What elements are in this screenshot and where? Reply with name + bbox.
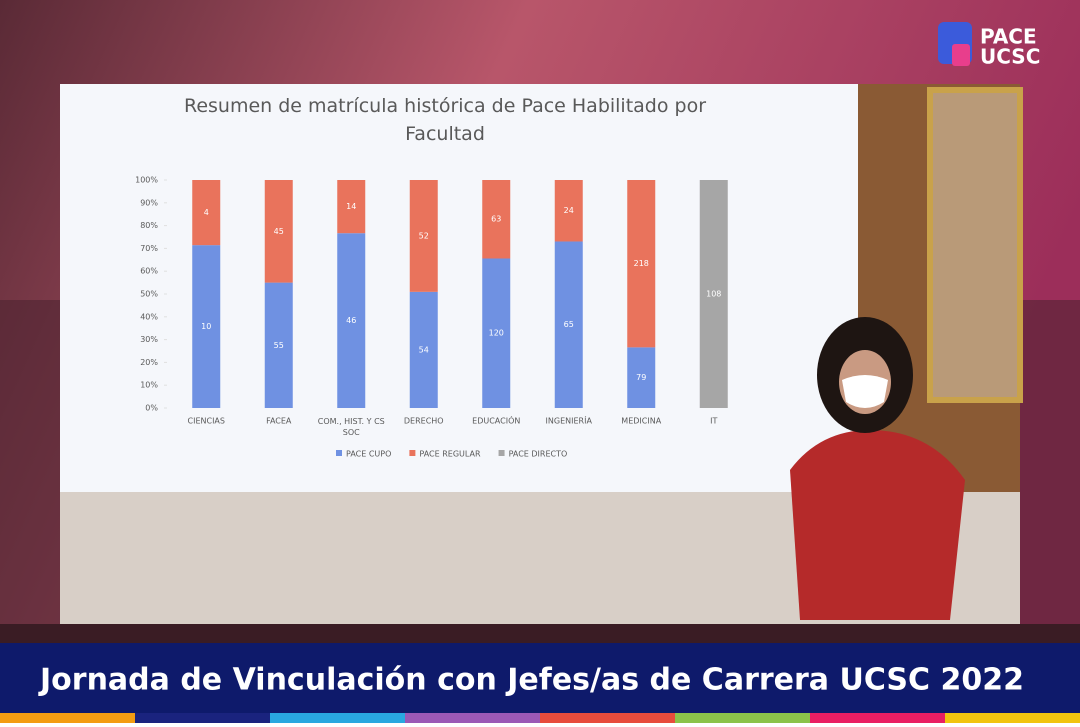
bar-segment — [627, 347, 656, 408]
y-tick-label: 100% — [135, 176, 158, 185]
stripe — [810, 713, 945, 723]
stripe — [0, 713, 135, 723]
stripe — [405, 713, 540, 723]
color-stripe — [0, 713, 1080, 723]
data-label: 54 — [419, 345, 429, 354]
y-tick-label: 40% — [140, 312, 158, 321]
stripe — [945, 713, 1080, 723]
x-tick-label: FACEA — [266, 417, 292, 426]
banner-text: Jornada de Vinculación con Jefes/as de C… — [38, 663, 1024, 698]
chart: Resumen de matrícula histórica de Pace H… — [135, 95, 728, 459]
bar-segment — [337, 233, 366, 408]
face-mask — [842, 375, 888, 408]
data-label: 65 — [564, 320, 574, 329]
legend-swatch — [336, 450, 342, 456]
y-tick-label: 50% — [140, 290, 158, 299]
bar-segment — [192, 180, 221, 246]
y-tick-label: 90% — [140, 198, 158, 207]
data-label: 79 — [636, 373, 646, 382]
bar-segment — [554, 241, 583, 408]
data-label: 14 — [346, 202, 356, 211]
stripe — [135, 713, 270, 723]
stripe — [675, 713, 810, 723]
data-label: 108 — [706, 290, 721, 299]
y-tick-label: 20% — [140, 358, 158, 367]
y-tick-label: 70% — [140, 244, 158, 253]
table — [0, 624, 1080, 644]
logo: PACE UCSC — [938, 22, 1040, 69]
y-tick-label: 0% — [145, 404, 158, 413]
data-label: 55 — [274, 341, 284, 350]
banner — [0, 643, 1080, 713]
bar-segment — [264, 282, 293, 408]
x-tick-label: COM., HIST. Y CS SOC — [318, 417, 385, 437]
presenter — [790, 430, 965, 620]
logo-icon — [952, 44, 970, 66]
y-tick-label: 10% — [140, 381, 158, 390]
bar-segment — [264, 180, 293, 283]
bar-segment — [482, 258, 511, 408]
data-label: 52 — [419, 231, 429, 240]
bar-segment — [554, 180, 583, 242]
bar-segment — [627, 180, 656, 348]
y-tick-label: 30% — [140, 335, 158, 344]
y-tick-label: 60% — [140, 267, 158, 276]
data-label: 45 — [274, 227, 284, 236]
title-box: Resumen de matrícula histórica de Pace H… — [183, 95, 707, 145]
logo-text: UCSC — [980, 45, 1040, 69]
data-label: 24 — [564, 206, 574, 215]
x-tick-label: DERECHO — [404, 417, 444, 426]
stripe — [540, 713, 675, 723]
legend-swatch — [409, 450, 416, 456]
legend-label: PACE REGULAR — [419, 450, 481, 459]
data-label: 4 — [204, 208, 209, 217]
bar-segment — [192, 245, 221, 408]
y-tick-label: 80% — [140, 221, 158, 230]
logo-text: PACE — [980, 25, 1037, 49]
x-tick-label: MEDICINA — [621, 417, 661, 426]
x-tick-label: EDUCACIÓN — [472, 415, 520, 426]
bar-segment — [337, 180, 366, 234]
data-label: 218 — [634, 259, 649, 268]
chart-title: Resumen de matrícula histórica de Pace H… — [183, 95, 707, 145]
data-label: 63 — [491, 215, 501, 224]
bar-segment — [409, 291, 438, 408]
painting — [927, 87, 1023, 403]
bar-segment — [482, 180, 511, 259]
data-label: 10 — [201, 322, 211, 331]
bar-segment — [409, 180, 438, 292]
x-tick-label: CIENCIAS — [188, 417, 225, 426]
bar-segment — [699, 180, 728, 408]
stripe — [270, 713, 405, 723]
legend-label: PACE DIRECTO — [509, 450, 568, 459]
data-label: 46 — [346, 316, 356, 325]
legend-swatch — [498, 450, 505, 456]
data-label: 120 — [489, 329, 504, 338]
x-tick-label: INGENIERÍA — [546, 415, 593, 426]
legend-label: PACE CUPO — [346, 450, 391, 459]
x-tick-label: IT — [710, 417, 717, 426]
